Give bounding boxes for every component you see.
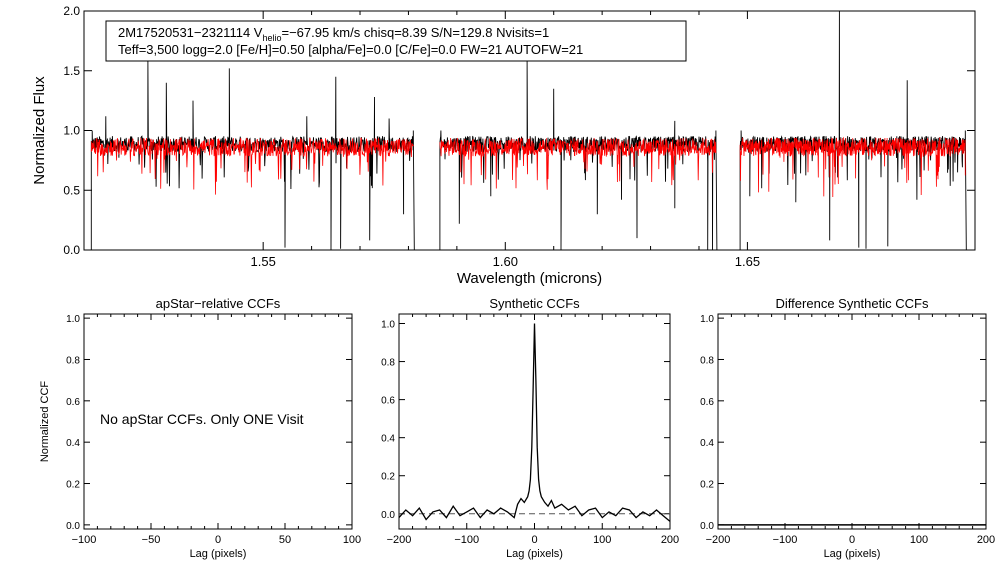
y-tick-label: 0.2 [381,472,395,483]
y-tick-label: 1.0 [63,124,80,138]
plot-frame [717,313,987,530]
model-spectrum-line [739,136,966,198]
y-tick-label: 1.0 [381,320,395,331]
y-tick-label: 0.8 [381,358,395,369]
annotation-line-1: 2M17520531−2321114 Vhelio=−67.95 km/s ch… [118,25,549,43]
x-tick-label: −50 [142,534,161,546]
y-tick-label: 1.0 [700,314,714,325]
observed-spectrum-line [739,10,967,251]
y-tick-label: 1.0 [66,314,80,325]
x-tick-label: 50 [279,534,291,546]
x-tick-label: 1.65 [735,254,760,269]
difference-ccf-panel: −200 −100 0 100 200 0.0 0.2 0.4 0.6 0.8 1.0 Lag (pi… [700,296,995,560]
observed-spectrum-line [90,61,415,251]
x-tick-label: 0 [215,534,221,546]
x-axis-label: Lag (pixels) [190,548,247,560]
y-tick-label: 2.0 [63,4,80,18]
x-tick-label: 200 [661,534,679,546]
y-tick-label: 0.5 [63,183,80,197]
apstar-ccf-panel: −100 −50 0 50 100 0.0 0.2 0.4 0.6 0.8 1.0 Lag (pixe… [39,296,361,560]
y-tick-label: 0.2 [66,480,80,491]
model-spectrum-line [90,137,414,195]
synthetic-ccf-panel: −200 −100 0 100 200 0.0 0.2 0.4 0.6 0.8 1.0 Lag (pi… [381,296,679,560]
x-axis-label: Lag (pixels) [506,548,563,560]
helio-subscript: helio [262,33,281,43]
y-tick-label: 1.5 [63,64,80,78]
no-data-note: No apStar CCFs. Only ONE Visit [100,411,304,427]
x-tick-label: 0 [849,534,855,546]
ccf-line [398,323,671,522]
y-axis-label: Normalized Flux [31,76,48,185]
x-tick-label: −200 [387,534,412,546]
annotation-line-2: Teff=3,500 logg=2.0 [Fe/H]=0.50 [alpha/F… [118,42,583,57]
y-tick-label: 0.4 [381,434,395,445]
y-tick-label: 0.6 [381,396,395,407]
chart-title: Synthetic CCFs [489,296,580,311]
y-tick-label: 0.6 [700,397,714,408]
x-tick-label: 0 [531,534,537,546]
y-tick-label: 0.0 [66,521,80,532]
spectrum-panel: 1.55 1.60 1.65 0.0 0.5 1.0 1.5 2.0 Wavelength (m… [31,4,976,287]
y-tick-label: 0.2 [700,480,714,491]
annotation-box [105,20,687,62]
x-tick-label: −100 [454,534,479,546]
y-axis-label: Normalized CCF [39,381,51,463]
x-tick-label: −100 [72,534,97,546]
y-tick-label: 0.6 [66,397,80,408]
chart-title: apStar−relative CCFs [156,296,281,311]
model-spectrum-line [439,137,717,190]
x-tick-label: 1.60 [493,254,518,269]
y-tick-label: 0.4 [66,438,80,449]
x-tick-label: 200 [977,534,995,546]
y-tick-label: 0.0 [700,521,714,532]
velocity-stats-text: =−67.95 km/s chisq=8.39 S/N=129.8 Nvisit… [281,25,549,40]
x-tick-label: 100 [910,534,928,546]
y-tick-label: 0.0 [381,510,395,521]
x-tick-label: 100 [343,534,361,546]
y-tick-label: 0.8 [66,355,80,366]
x-axis-label: Lag (pixels) [824,548,881,560]
star-id-text: 2M17520531−2321114 V [118,25,263,40]
y-tick-label: 0.8 [700,355,714,366]
y-tick-label: 0.4 [700,438,714,449]
x-axis-label: Wavelength (microns) [457,270,602,287]
x-tick-label: 100 [593,534,611,546]
x-tick-label: −100 [773,534,798,546]
chart-title: Difference Synthetic CCFs [776,296,929,311]
x-tick-label: 1.55 [251,254,276,269]
y-tick-label: 0.0 [63,243,80,257]
x-tick-label: −200 [706,534,731,546]
